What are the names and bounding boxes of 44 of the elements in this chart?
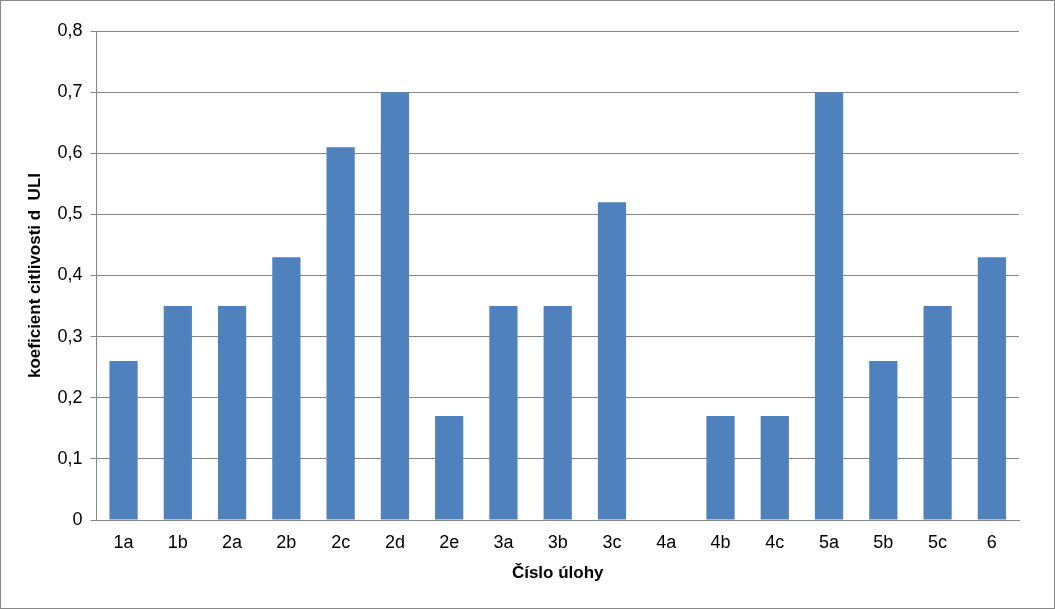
x-tick-label: 5b xyxy=(873,531,894,552)
x-tick-label: 2e xyxy=(439,531,460,552)
x-tick-label: 3a xyxy=(493,531,515,552)
bar xyxy=(109,361,138,520)
x-tick-label: 2d xyxy=(384,531,405,552)
bar xyxy=(326,147,355,520)
bar xyxy=(706,416,735,520)
x-tick-label: 2b xyxy=(276,531,297,552)
bar xyxy=(272,257,301,520)
bar xyxy=(543,306,572,520)
y-tick-label: 0,2 xyxy=(57,386,83,407)
bar xyxy=(977,257,1006,520)
y-axis-title: koeficient citlivosti d ULI xyxy=(24,173,44,378)
y-tick-label: 0,3 xyxy=(57,325,83,346)
x-tick-label: 4b xyxy=(710,531,731,552)
y-tick-label: 0 xyxy=(72,508,83,529)
x-tick-label: 4a xyxy=(656,531,678,552)
bar xyxy=(489,306,518,520)
bar xyxy=(217,306,247,520)
x-axis-title: Číslo úlohy xyxy=(511,563,605,583)
bar xyxy=(760,416,789,520)
x-tick-label: 1a xyxy=(113,531,135,552)
y-tick-label: 0,8 xyxy=(57,19,83,40)
bar xyxy=(163,306,192,520)
bar xyxy=(814,92,844,520)
bar xyxy=(923,306,952,520)
x-tick-label: 1b xyxy=(167,531,188,552)
y-tick-label: 0,1 xyxy=(57,447,83,468)
y-tick-label: 0,7 xyxy=(57,81,83,102)
x-tick-label: 3c xyxy=(602,531,622,552)
bar xyxy=(869,361,898,520)
y-tick-label: 0,6 xyxy=(57,142,83,163)
x-tick-label: 3b xyxy=(547,531,568,552)
y-tick-label: 0,5 xyxy=(57,203,83,224)
bar xyxy=(435,416,464,520)
x-tick-label: 2a xyxy=(222,531,244,552)
y-tick-label: 0,4 xyxy=(57,264,83,285)
x-tick-label: 5a xyxy=(819,531,841,552)
x-tick-label: 5c xyxy=(928,531,948,552)
bar xyxy=(597,202,627,520)
bar xyxy=(380,92,410,520)
x-tick-label: 2c xyxy=(331,531,351,552)
x-tick-label: 6 xyxy=(986,531,997,552)
x-tick-label: 4c xyxy=(765,531,785,552)
